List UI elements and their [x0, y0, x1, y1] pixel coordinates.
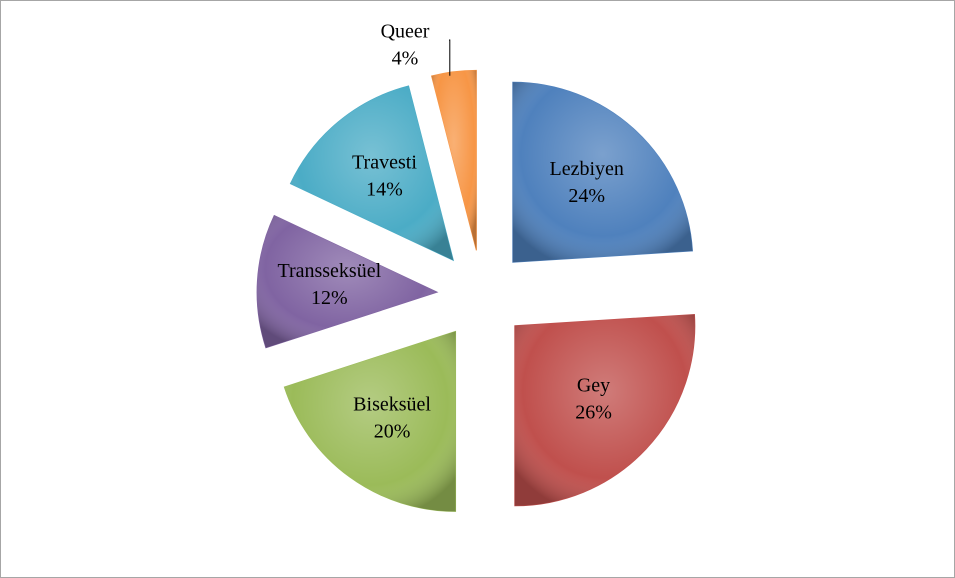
slice-shading: [290, 85, 454, 261]
slice-shading: [431, 70, 477, 251]
slice-value-label: 26%: [575, 401, 612, 423]
leader-line: [449, 39, 451, 76]
slice-shading: [514, 314, 695, 506]
slice-shading: [284, 331, 456, 512]
slice-shading: [512, 82, 693, 263]
slice-shading: [257, 215, 438, 348]
slice-label: Lezbiyen: [550, 158, 624, 180]
slice-value-label: 12%: [311, 287, 348, 309]
slice-value-label: 14%: [366, 179, 403, 201]
slice-value-label: 24%: [568, 185, 605, 207]
slice-label: Transseksüel: [277, 260, 381, 282]
slice-value-label: 4%: [392, 48, 419, 70]
slice-value-label: 20%: [374, 420, 411, 442]
slice-label: Biseksüel: [353, 393, 431, 415]
slice-label: Gey: [577, 374, 610, 396]
slice-label: Queer: [381, 21, 430, 43]
slice-label: Travesti: [352, 152, 417, 174]
